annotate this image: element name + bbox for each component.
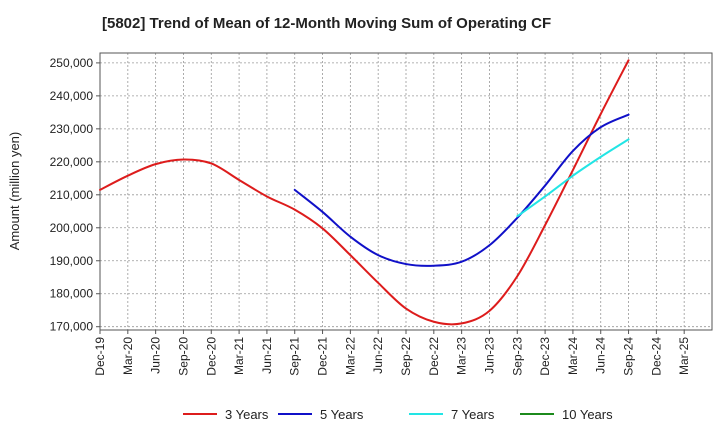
y-tick-label: 250,000 (50, 56, 94, 70)
legend-item: 10 Years (520, 407, 613, 422)
x-tick-label: Dec-23 (538, 337, 552, 376)
series-line-7-years (516, 138, 630, 218)
y-axis-label: Amount (million yen) (7, 132, 22, 251)
x-tick-label: Sep-24 (622, 337, 636, 376)
x-tick-label: Jun-24 (594, 337, 608, 374)
y-tick-label: 240,000 (50, 89, 94, 103)
chart-title: [5802] Trend of Mean of 12-Month Moving … (102, 15, 551, 32)
legend-label: 3 Years (225, 407, 269, 422)
x-tick-label: Sep-21 (288, 337, 302, 376)
x-axis: Dec-19 Mar-20 Jun-20 Sep-20 Dec-20 Mar-21 Jun-… (93, 330, 691, 376)
y-tick-label: 180,000 (50, 287, 94, 301)
x-tick-label: Mar-21 (232, 337, 246, 375)
legend-label: 7 Years (451, 407, 495, 422)
x-tick-label: Sep-22 (399, 337, 413, 376)
legend-item: 5 Years (278, 407, 364, 422)
y-tick-label: 170,000 (50, 320, 94, 334)
x-tick-label: Dec-19 (93, 337, 107, 376)
legend-label: 5 Years (320, 407, 364, 422)
x-tick-label: Mar-24 (566, 337, 580, 375)
grid (100, 53, 712, 330)
y-tick-label: 200,000 (50, 221, 94, 235)
x-tick-label: Sep-23 (510, 337, 524, 376)
x-tick-label: Jun-23 (482, 337, 496, 374)
x-tick-label: Mar-20 (121, 337, 135, 375)
y-tick-label: 190,000 (50, 254, 94, 268)
series-group (99, 59, 630, 326)
y-tick-label: 230,000 (50, 122, 94, 136)
y-tick-label: 210,000 (50, 188, 94, 202)
legend-item: 3 Years (183, 407, 269, 422)
x-tick-label: Jun-20 (149, 337, 163, 374)
legend: 3 Years 5 Years 7 Years 10 Years (183, 407, 613, 422)
legend-label: 10 Years (562, 407, 613, 422)
y-tick-label: 220,000 (50, 155, 94, 169)
x-tick-label: Dec-22 (427, 337, 441, 376)
x-tick-label: Dec-24 (649, 337, 663, 376)
series-line-3-years (99, 59, 630, 326)
x-tick-label: Dec-20 (204, 337, 218, 376)
x-tick-label: Mar-23 (455, 337, 469, 375)
series-line-5-years (293, 113, 630, 267)
x-tick-label: Mar-25 (677, 337, 691, 375)
legend-item: 7 Years (409, 407, 495, 422)
x-tick-label: Sep-20 (176, 337, 190, 376)
y-axis: 170,000 180,000 190,000 200,000 210,000 220,0… (50, 56, 100, 334)
x-tick-label: Mar-22 (343, 337, 357, 375)
x-tick-label: Dec-21 (316, 337, 330, 376)
x-tick-label: Jun-22 (371, 337, 385, 374)
x-tick-label: Jun-21 (260, 337, 274, 374)
